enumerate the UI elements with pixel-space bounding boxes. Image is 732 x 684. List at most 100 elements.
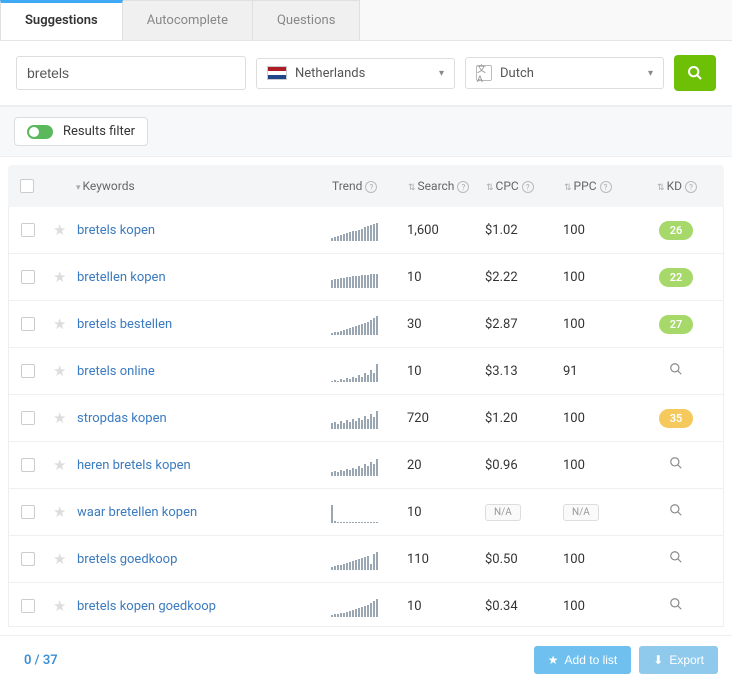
star-icon[interactable]: ★	[53, 597, 66, 615]
search-value: 10	[407, 270, 485, 285]
table-body: ★bretels kopen1,600$1.0210026★bretellen …	[8, 207, 724, 627]
search-value: 1,600	[407, 223, 485, 238]
tab-questions[interactable]: Questions	[252, 0, 360, 40]
language-label: Dutch	[500, 66, 534, 81]
search-button[interactable]	[674, 55, 716, 91]
ppc-value: 100	[563, 223, 641, 238]
star-icon[interactable]: ★	[53, 268, 66, 286]
cpc-value: $3.13	[485, 364, 563, 379]
star-icon[interactable]: ★	[53, 456, 66, 474]
filter-row: Results filter	[0, 106, 732, 157]
keyword-link[interactable]: stropdas kopen	[77, 411, 167, 426]
help-icon[interactable]: ?	[600, 181, 612, 193]
col-search[interactable]: ⇅Search?	[408, 179, 486, 193]
star-icon[interactable]: ★	[53, 315, 66, 333]
cpc-value: $0.96	[485, 458, 563, 473]
star-icon[interactable]: ★	[53, 362, 66, 380]
search-input[interactable]	[16, 56, 246, 90]
row-checkbox[interactable]	[21, 270, 35, 284]
row-checkbox[interactable]	[21, 317, 35, 331]
kd-badge: 22	[659, 268, 693, 287]
trend-sparkline	[331, 407, 407, 429]
help-icon[interactable]: ?	[457, 181, 469, 193]
help-icon[interactable]: ?	[365, 181, 377, 193]
row-checkbox[interactable]	[21, 552, 35, 566]
language-select[interactable]: 文A Dutch ▾	[465, 57, 664, 89]
kd-badge: 27	[659, 315, 693, 334]
row-checkbox[interactable]	[21, 458, 35, 472]
trend-sparkline	[331, 548, 407, 570]
star-icon[interactable]: ★	[53, 550, 66, 568]
cpc-value: $2.87	[485, 317, 563, 332]
star-icon[interactable]: ★	[53, 221, 66, 239]
add-to-list-button[interactable]: ★Add to list	[534, 646, 631, 674]
row-checkbox[interactable]	[21, 411, 35, 425]
trend-sparkline	[331, 595, 407, 617]
cpc-value: $1.02	[485, 223, 563, 238]
search-value: 10	[407, 364, 485, 379]
keyword-link[interactable]: bretels kopen	[77, 223, 155, 238]
country-select[interactable]: Netherlands ▾	[256, 58, 455, 89]
keyword-link[interactable]: waar bretellen kopen	[77, 505, 197, 520]
table-row: ★bretels kopen1,600$1.0210026	[9, 207, 723, 254]
keywords-table: ▾Keywords Trend? ⇅Search? ⇅CPC? ⇅PPC? ⇅K…	[8, 165, 724, 627]
search-icon	[687, 65, 703, 81]
col-ppc[interactable]: ⇅PPC?	[564, 179, 642, 193]
ppc-value: 100	[563, 317, 641, 332]
col-cpc[interactable]: ⇅CPC?	[486, 179, 564, 193]
table-row: ★bretels goedkoop110$0.50100	[9, 536, 723, 583]
flag-nl-icon	[267, 66, 287, 80]
ppc-value: 100	[563, 552, 641, 567]
kd-badge: 35	[659, 409, 693, 428]
keyword-link[interactable]: bretellen kopen	[77, 270, 166, 285]
chevron-down-icon: ▾	[648, 68, 653, 79]
tab-suggestions[interactable]: Suggestions	[0, 0, 123, 40]
row-checkbox[interactable]	[21, 223, 35, 237]
star-icon[interactable]: ★	[53, 409, 66, 427]
help-icon[interactable]: ?	[522, 181, 534, 193]
col-keywords[interactable]: ▾Keywords	[76, 179, 332, 193]
table-row: ★bretels kopen goedkoop10$0.34100	[9, 583, 723, 627]
keyword-link[interactable]: bretels bestellen	[77, 317, 172, 332]
search-value: 720	[407, 411, 485, 426]
trend-sparkline	[331, 501, 407, 523]
search-value: 30	[407, 317, 485, 332]
export-button[interactable]: ⬇Export	[639, 646, 718, 674]
search-value: 10	[407, 505, 485, 520]
trend-sparkline	[331, 360, 407, 382]
trend-sparkline	[331, 313, 407, 335]
cpc-value: $0.50	[485, 552, 563, 567]
table-row: ★stropdas kopen720$1.2010035	[9, 395, 723, 442]
country-label: Netherlands	[295, 66, 365, 81]
select-all-checkbox[interactable]	[20, 179, 34, 193]
search-kd-icon[interactable]	[669, 503, 683, 517]
col-kd[interactable]: ⇅KD?	[642, 179, 712, 193]
search-kd-icon[interactable]	[669, 597, 683, 611]
ppc-value: 91	[563, 364, 641, 379]
cpc-value: $2.22	[485, 270, 563, 285]
row-checkbox[interactable]	[21, 364, 35, 378]
ppc-value: 100	[563, 458, 641, 473]
table-row: ★waar bretellen kopen10N/AN/A	[9, 489, 723, 536]
search-kd-icon[interactable]	[669, 362, 683, 376]
search-kd-icon[interactable]	[669, 550, 683, 564]
cpc-value: $1.20	[485, 411, 563, 426]
help-icon[interactable]: ?	[685, 181, 697, 193]
download-icon: ⬇	[653, 653, 663, 667]
footer: 0 / 37 ★Add to list ⬇Export	[0, 635, 732, 684]
cpc-value: N/A	[485, 504, 563, 521]
row-checkbox[interactable]	[21, 505, 35, 519]
filter-label: Results filter	[63, 124, 135, 139]
search-kd-icon[interactable]	[669, 456, 683, 470]
results-filter-toggle[interactable]: Results filter	[14, 117, 148, 146]
keyword-link[interactable]: bretels goedkoop	[77, 552, 177, 567]
selection-count: 0 / 37	[14, 648, 68, 673]
keyword-link[interactable]: bretels online	[77, 364, 155, 379]
star-icon[interactable]: ★	[53, 503, 66, 521]
keyword-link[interactable]: bretels kopen goedkoop	[77, 599, 216, 614]
row-checkbox[interactable]	[21, 599, 35, 613]
col-trend[interactable]: Trend?	[332, 179, 408, 193]
language-icon: 文A	[476, 65, 492, 81]
tab-autocomplete[interactable]: Autocomplete	[122, 0, 253, 40]
keyword-link[interactable]: heren bretels kopen	[77, 458, 191, 473]
